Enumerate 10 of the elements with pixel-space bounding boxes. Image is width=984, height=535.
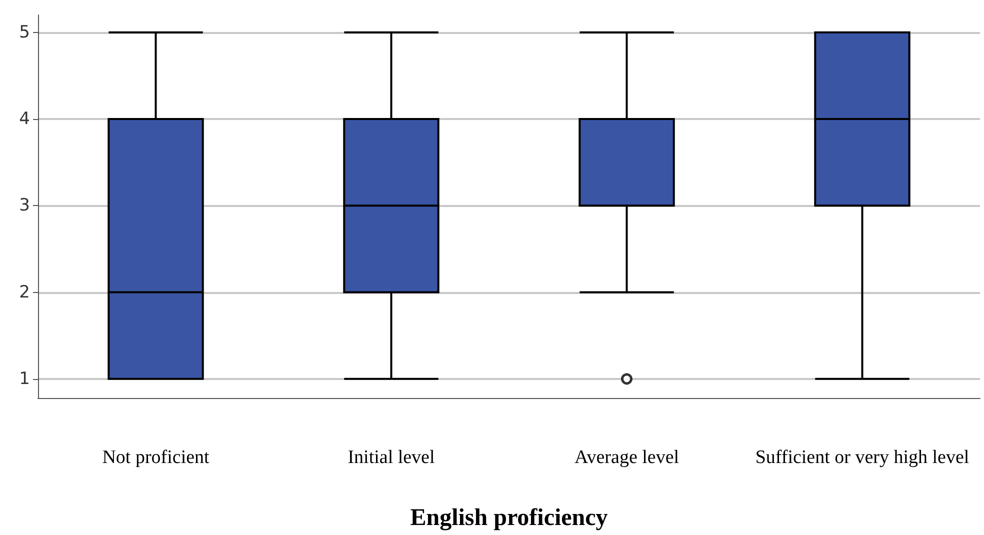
y-tick-label: 1 [19,368,30,389]
x-axis-title: English proficiency [410,505,608,531]
x-tick-label: Average level [574,447,680,468]
x-tick-label: Not proficient [102,447,210,468]
y-tick-label: 4 [19,108,30,129]
x-tick-label: Initial level [348,447,435,468]
y-tick-label: 5 [19,22,30,42]
y-tick-label: 2 [19,282,30,302]
x-tick-label: Sufficient or very high level [755,447,970,468]
y-tick-label: 3 [19,196,30,216]
